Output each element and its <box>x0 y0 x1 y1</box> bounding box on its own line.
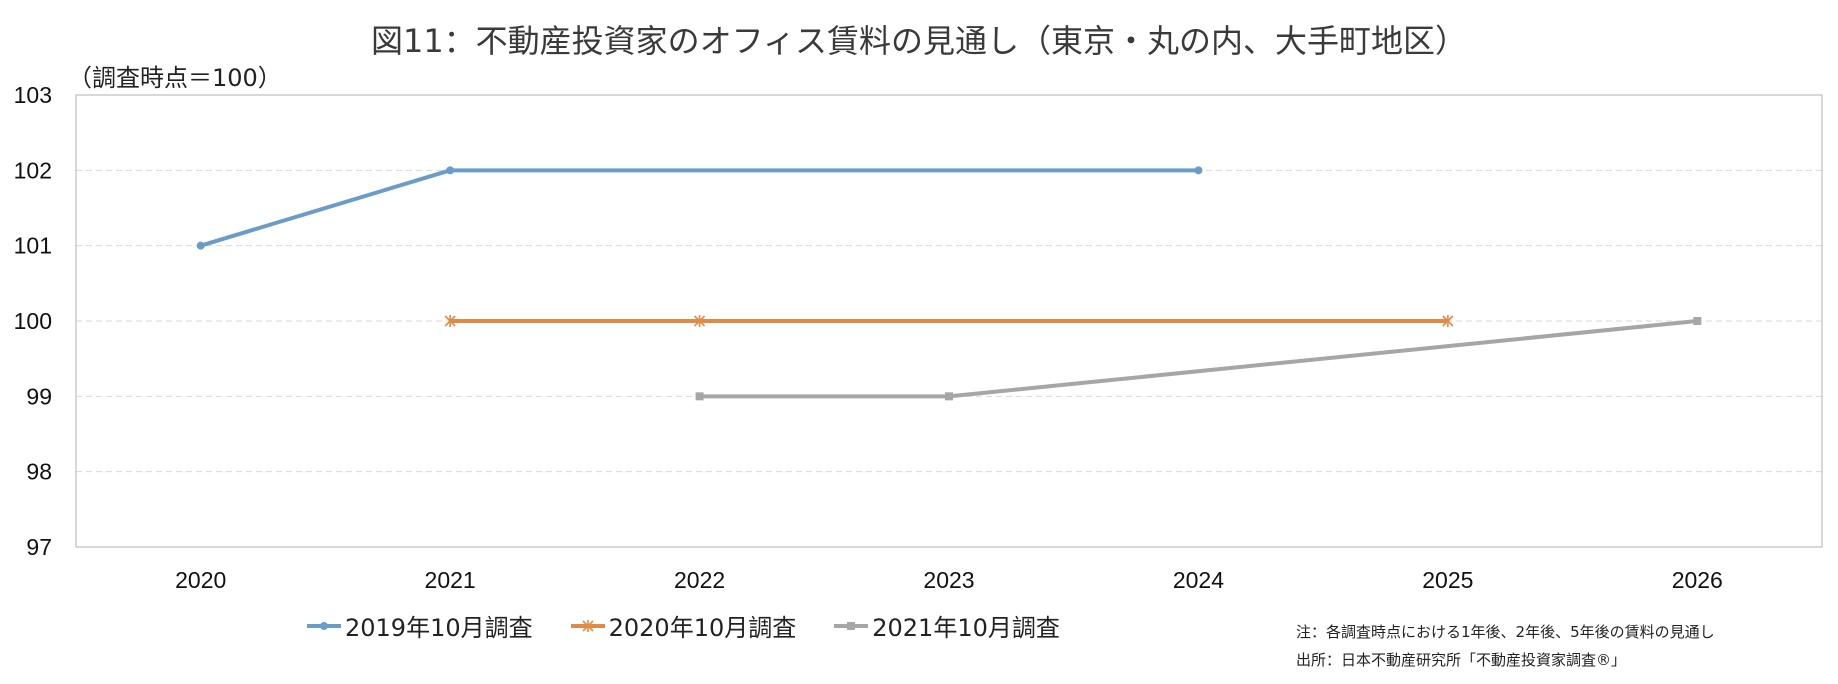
legend-label-2019: 2019年10月調査 <box>345 614 533 642</box>
legend: 2019年10月調査 2020年10月調査 2021年10月調査 <box>305 608 1060 643</box>
x-tick-label: 2026 <box>1672 567 1723 593</box>
legend-item-2020: 2020年10月調査 <box>569 608 797 643</box>
data-point-asterisk <box>444 315 456 327</box>
y-tick-label: 97 <box>26 534 52 560</box>
data-series <box>196 166 1702 401</box>
y-tick-label: 100 <box>14 308 52 334</box>
data-point-circle <box>1194 166 1203 175</box>
chart-axes <box>75 94 1823 548</box>
series-line <box>200 168 1199 248</box>
series-2020年10月調査 <box>444 315 1454 327</box>
data-point-asterisk <box>694 315 706 327</box>
plot-area-frame <box>75 94 1823 548</box>
note-text: 注：各調査時点における1年後、2年後、5年後の賃料の見通し <box>1296 623 1715 641</box>
legend-item-2021: 2021年10月調査 <box>832 608 1060 643</box>
x-tick-label: 2025 <box>1422 567 1473 593</box>
x-tick-label: 2021 <box>425 567 476 593</box>
y-tick-label: 103 <box>14 82 52 108</box>
legend-swatch-asterisk-icon <box>570 619 605 632</box>
x-tick-label: 2020 <box>175 567 226 593</box>
series-2021年10月調査 <box>695 317 1702 401</box>
legend-label-2021: 2021年10月調査 <box>872 614 1060 642</box>
legend-swatch-circle-icon <box>307 621 341 630</box>
data-point-circle <box>196 241 205 250</box>
series-2019年10月調査 <box>196 166 1203 250</box>
series-line <box>699 319 1698 399</box>
y-axis-unit-label: （調査時点＝100） <box>68 64 282 92</box>
x-tick-label: 2024 <box>1173 567 1224 593</box>
chart-notes: 注：各調査時点における1年後、2年後、5年後の賃料の見通し 出所：日本不動産研究… <box>1296 618 1715 674</box>
y-tick-label: 101 <box>14 233 52 259</box>
legend-marker-2021 <box>847 621 856 630</box>
y-tick-label: 99 <box>26 383 52 409</box>
legend-marker-2020 <box>582 619 594 632</box>
data-point-square <box>695 392 704 401</box>
data-point-asterisk <box>1442 315 1454 327</box>
x-tick-label: 2022 <box>674 567 725 593</box>
data-point-square <box>945 392 953 401</box>
chart-title: 図11：不動産投資家のオフィス賃料の見通し（東京・丸の内、大手町地区） <box>370 22 1468 60</box>
legend-label-2020: 2020年10月調査 <box>608 614 797 642</box>
tick-labels: 97 98 99 100 101 102 103 2020 2021 2022 2023 2024 20… <box>14 82 1723 593</box>
legend-marker-2019 <box>320 621 328 630</box>
legend-item-2019: 2019年10月調査 <box>305 608 533 643</box>
legend-swatch-square-icon <box>834 621 869 630</box>
source-text: 出所：日本不動産研究所「不動産投資家調査®」 <box>1296 651 1627 669</box>
y-tick-label: 102 <box>14 157 52 183</box>
data-point-circle <box>446 166 455 175</box>
x-tick-label: 2023 <box>923 567 974 593</box>
y-tick-label: 98 <box>26 459 52 485</box>
data-point-square <box>1693 317 1702 325</box>
